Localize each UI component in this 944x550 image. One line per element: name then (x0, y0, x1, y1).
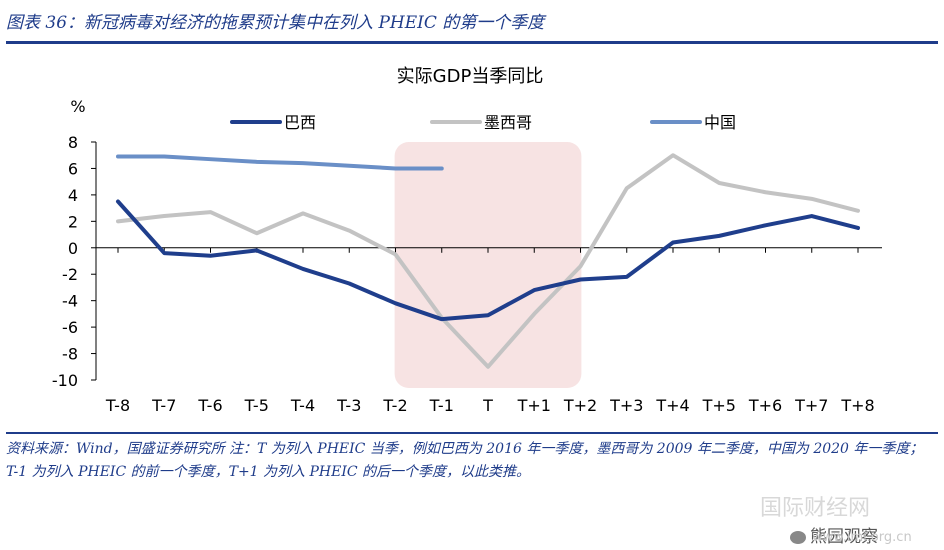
x-tick-label: T-5 (244, 396, 269, 415)
watermark-site: www.imi.org.cn (812, 530, 912, 545)
y-tick-label: 2 (68, 212, 78, 231)
wechat-icon (790, 530, 806, 544)
x-tick-label: T-3 (336, 396, 361, 415)
x-tick-label: T-8 (105, 396, 130, 415)
x-tick-label: T+2 (563, 396, 597, 415)
tick-labels: 8 6 4 2 0 -2 -4 -6 -8 -10 T-8 T-7 T-6 T-5 T-4 T-3 T-2 T-1… (52, 133, 875, 415)
x-tick-label: T+3 (609, 396, 643, 415)
y-tick-label: 4 (68, 186, 78, 205)
top-divider (6, 41, 938, 44)
x-tick-label: T+7 (794, 396, 828, 415)
y-tick-label: -2 (62, 265, 78, 284)
series-line-0 (116, 199, 860, 322)
x-tick-label: T (482, 396, 493, 415)
bottom-divider (6, 432, 938, 434)
x-tick-label: T-6 (197, 396, 222, 415)
wechat-account-name: 熊园观察 (810, 527, 878, 547)
y-tick-label: -6 (62, 318, 78, 337)
x-tick-label: T-4 (290, 396, 315, 415)
y-tick-label: 0 (68, 239, 78, 258)
x-tick-label: T+8 (840, 396, 874, 415)
y-tick-label: -8 (62, 345, 78, 364)
series-line-1 (116, 153, 860, 369)
legend-label: 巴西 (284, 113, 316, 132)
x-tick-label: T-7 (151, 396, 176, 415)
watermark-stamp: 国际财经网 (760, 496, 871, 521)
x-tick-label: T+6 (748, 396, 782, 415)
x-tick-label: T+5 (702, 396, 736, 415)
x-tick-label: T-2 (382, 396, 407, 415)
source-footnote: 资料来源：Wind，国盛证券研究所 注：T 为列入 PHEIC 当季，例如巴西为… (6, 441, 924, 480)
chart: 8 6 4 2 0 -2 -4 -6 -8 -10 T-8 T-7 T-6 T-5 T-4 T-3 T-2 T-1… (52, 66, 882, 415)
y-tick-label: -4 (62, 292, 78, 311)
axes (91, 141, 882, 381)
x-tick-label: T+1 (517, 396, 551, 415)
series-line-2 (116, 154, 444, 171)
series-layer (116, 153, 860, 369)
chart-title: 实际GDP当季同比 (397, 66, 544, 87)
y-axis-label: % (70, 97, 85, 116)
wechat-account: 熊园观察 (790, 522, 878, 547)
legend-label: 中国 (704, 113, 736, 132)
highlight-region (394, 142, 582, 388)
legend-label: 墨西哥 (484, 113, 532, 132)
y-tick-label: -10 (52, 371, 78, 390)
y-tick-label: 6 (68, 159, 78, 178)
x-tick-label: T-1 (429, 396, 454, 415)
legend: 巴西 墨西哥 中国 (230, 113, 736, 132)
y-tick-label: 8 (68, 133, 78, 152)
figure-title: 图表 36：新冠病毒对经济的拖累预计集中在列入 PHEIC 的第一个季度 (6, 13, 545, 33)
x-tick-label: T+4 (655, 396, 689, 415)
